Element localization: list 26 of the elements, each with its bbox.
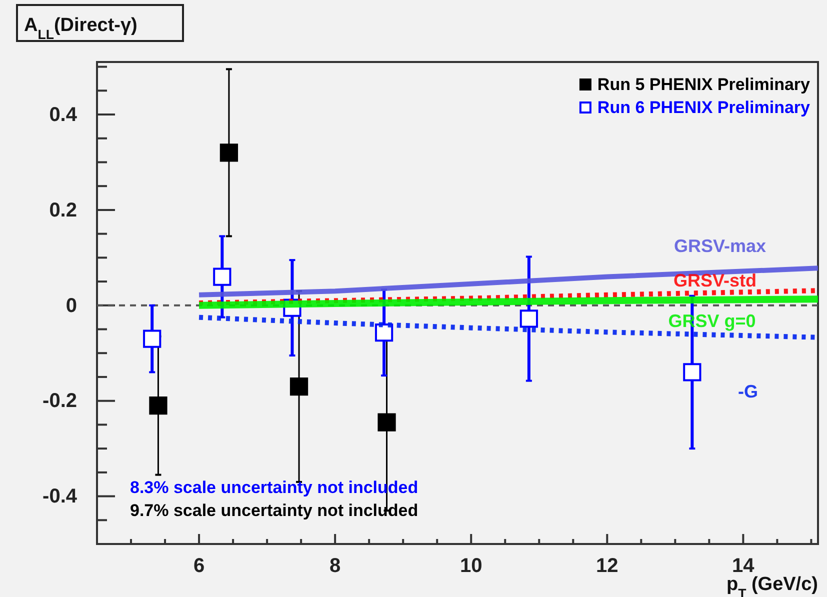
y-tick-label: -0.4	[42, 486, 78, 508]
series-label: GRSV-std	[673, 270, 757, 291]
point	[213, 268, 232, 286]
x-tick-label: 14	[732, 555, 756, 578]
point	[143, 330, 162, 348]
y-tick-label: 0	[66, 294, 77, 317]
series-label: GRSV-max	[674, 236, 766, 256]
point	[378, 413, 396, 432]
point	[290, 377, 308, 396]
legend-label: Run 6 PHENIX Preliminary	[597, 98, 811, 117]
text: -G	[738, 381, 758, 402]
y-tick-label: 0.2	[49, 199, 77, 222]
point	[683, 363, 702, 382]
x-tick-label: 12	[596, 555, 618, 578]
annotation: 9.7% scale uncertainty not included	[130, 501, 418, 520]
point	[374, 324, 394, 342]
point	[520, 310, 538, 328]
chart-title: A$_{LL}$(Direct-γ)	[24, 15, 138, 42]
y-tick-label: 0.4	[49, 104, 78, 126]
x-tick-label: 10	[460, 555, 482, 578]
legend-label: Run 5 PHENIX Preliminary	[597, 75, 811, 94]
x-tick-label: 6	[193, 555, 205, 578]
point	[220, 144, 238, 162]
point	[149, 396, 168, 415]
y-tick-label: -0.2	[42, 390, 77, 412]
x-tick-label: 8	[330, 555, 341, 578]
